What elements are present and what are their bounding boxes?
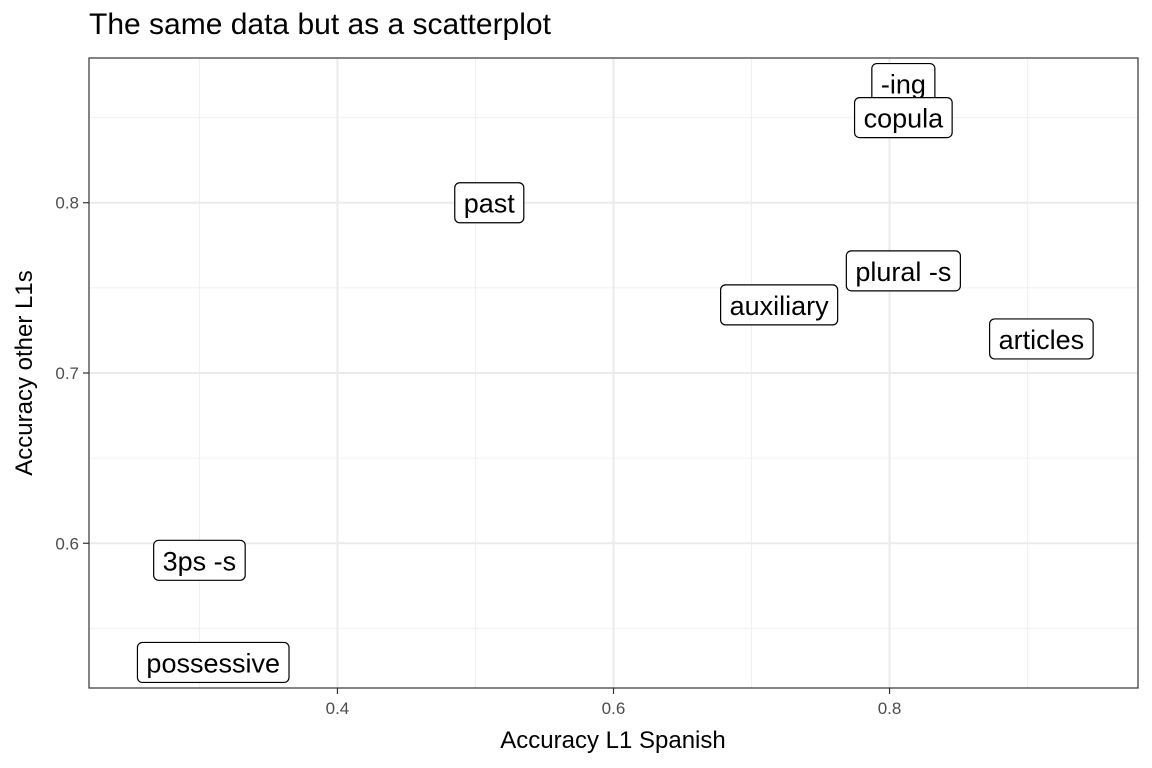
point-label-text: plural -s — [855, 257, 951, 287]
point-label-box — [989, 318, 1094, 360]
y-axis-ticks: 0.6 0.7 0.8 — [55, 194, 89, 553]
y-tick-label: 0.8 — [55, 194, 79, 213]
point-label: past — [454, 182, 525, 224]
point-label-text: articles — [999, 325, 1085, 355]
grid-major — [89, 58, 1138, 688]
point-label-box — [153, 539, 246, 581]
point-label-box — [720, 284, 839, 326]
x-tick-label: 0.8 — [878, 699, 902, 718]
x-axis-title: Accuracy L1 Spanish — [500, 727, 725, 754]
point-label: possessive — [136, 641, 290, 684]
point-label-box — [853, 96, 953, 139]
y-tick-label: 0.7 — [55, 364, 79, 383]
point-label-text: copula — [864, 104, 945, 134]
x-axis-ticks: 0.4 0.6 0.8 — [326, 688, 902, 718]
point-label-text: past — [464, 189, 516, 219]
x-tick-label: 0.6 — [602, 699, 626, 718]
chart-title: The same data but as a scatterplot — [89, 8, 551, 41]
point-label-text: -ing — [881, 70, 926, 100]
x-tick-label: 0.4 — [326, 699, 350, 718]
point-label-box — [845, 250, 961, 292]
point-label: plural -s — [845, 250, 961, 292]
point-label-text: auxiliary — [730, 291, 830, 321]
point-label: 3ps -s — [153, 539, 246, 581]
point-label: copula — [853, 96, 953, 139]
y-axis-title: Accuracy other L1s — [11, 270, 38, 475]
point-labels: -ing copula past plural -s auxiliary articles… — [136, 62, 1094, 684]
point-label-box — [454, 182, 525, 224]
y-tick-label: 0.6 — [55, 534, 79, 553]
point-label-text: 3ps -s — [163, 546, 237, 576]
point-label-box — [136, 641, 290, 684]
point-label: articles — [989, 318, 1094, 360]
point-label: auxiliary — [720, 284, 839, 326]
point-label-text: possessive — [146, 648, 280, 678]
